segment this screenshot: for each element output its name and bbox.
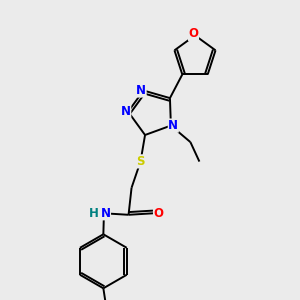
- Text: O: O: [154, 207, 164, 220]
- Text: N: N: [100, 207, 110, 220]
- Text: N: N: [121, 105, 131, 118]
- Text: H: H: [89, 207, 99, 220]
- Text: S: S: [136, 155, 145, 168]
- Text: N: N: [136, 84, 146, 97]
- Text: N: N: [168, 119, 178, 132]
- Text: O: O: [188, 27, 199, 40]
